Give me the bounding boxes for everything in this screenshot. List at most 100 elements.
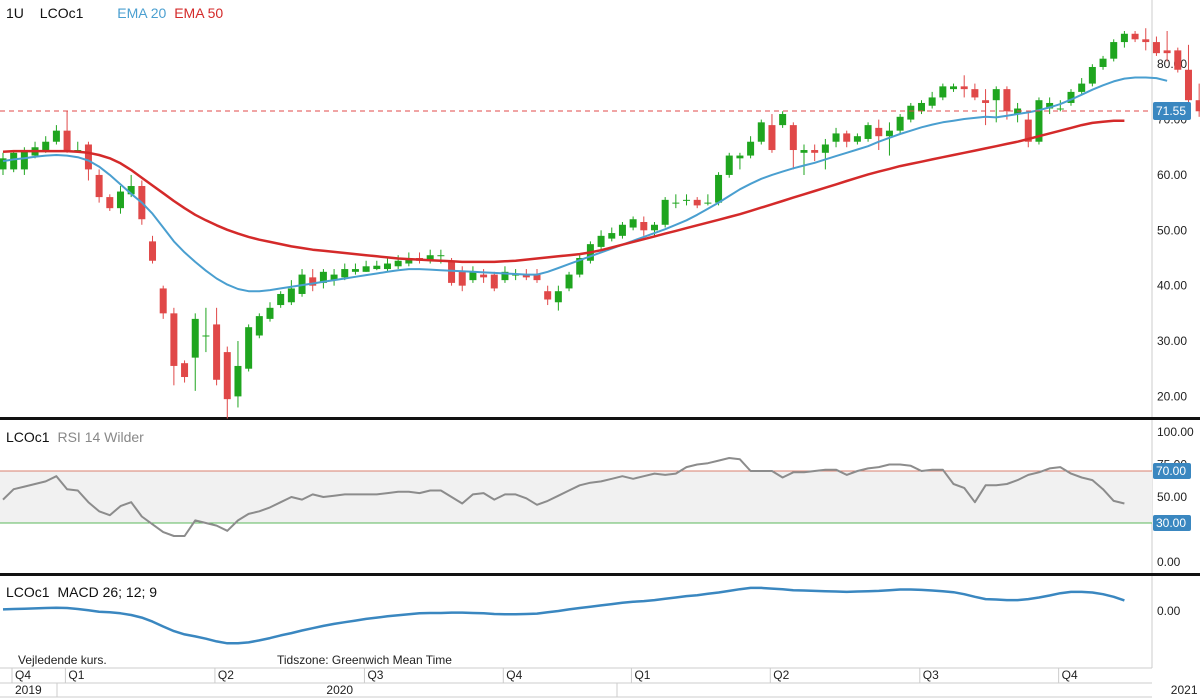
quarter-label: Q4	[506, 668, 522, 682]
candle-body	[42, 141, 50, 151]
rsi-upper-tag-label: 70.00	[1156, 464, 1186, 478]
last-price-label: 71.55	[1156, 104, 1186, 118]
candle	[223, 346, 231, 419]
candle	[821, 138, 829, 170]
candle-body	[458, 271, 466, 286]
candle	[757, 119, 765, 145]
candle	[1088, 64, 1096, 87]
candle	[597, 230, 605, 250]
rsi-y-tick: 100.00	[1157, 425, 1194, 439]
candle-body	[84, 144, 92, 170]
candle	[683, 194, 691, 206]
candle	[1024, 111, 1032, 148]
rsi-line	[2, 457, 1125, 537]
candle	[928, 91, 936, 109]
symbol-label[interactable]: LCOc1	[39, 5, 84, 21]
candle	[181, 360, 189, 383]
ema50-legend[interactable]: EMA 50	[174, 5, 224, 21]
candle	[1163, 31, 1171, 62]
candle-body	[768, 125, 776, 151]
quarter-label: Q2	[218, 668, 234, 682]
candle-body	[127, 186, 135, 195]
candle	[116, 186, 124, 214]
candle-body	[20, 150, 28, 170]
candle-body	[992, 89, 1000, 101]
candle-body	[405, 257, 413, 264]
candle	[469, 266, 477, 283]
rsi-band	[0, 471, 1152, 523]
candle-body	[672, 202, 680, 204]
interval-label[interactable]: 1U	[6, 5, 24, 21]
candle-body	[725, 155, 733, 175]
candle-body	[202, 335, 210, 337]
candle	[661, 197, 669, 228]
candle-body	[266, 307, 274, 319]
candle	[1056, 100, 1064, 112]
candle-body	[309, 277, 317, 286]
candle-body	[789, 125, 797, 151]
candle-body	[917, 102, 925, 112]
candle	[554, 285, 562, 311]
price-y-tick: 50.00	[1157, 223, 1187, 237]
candle	[1099, 55, 1107, 70]
rsi-y-tick: 50.00	[1157, 490, 1187, 504]
rsi-symbol-label[interactable]: LCOc1	[6, 429, 50, 445]
rsi-indicator-label[interactable]: RSI 14 Wilder	[57, 429, 144, 445]
quarter-label: Q2	[773, 668, 789, 682]
price-y-tick: 80.00	[1157, 57, 1187, 71]
candle-body	[715, 174, 723, 203]
candle	[789, 122, 797, 170]
macd-indicator-label[interactable]: MACD 26; 12; 9	[57, 584, 158, 600]
candle-body	[1046, 102, 1054, 109]
candle-body	[448, 260, 456, 283]
candle-body	[693, 199, 701, 206]
quarter-label: Q4	[15, 668, 31, 682]
candle	[693, 197, 701, 209]
candle	[1003, 86, 1011, 120]
candle	[640, 216, 648, 236]
candle-body	[1024, 119, 1032, 142]
candle	[106, 194, 114, 211]
year-label: 2020	[326, 683, 353, 697]
candle-body	[10, 152, 18, 170]
candle	[266, 302, 274, 322]
candle-body	[736, 155, 744, 159]
candle	[971, 83, 979, 101]
candle-body	[501, 271, 509, 281]
candle	[960, 75, 968, 98]
candle	[170, 307, 178, 386]
macd-symbol-label[interactable]: LCOc1	[6, 584, 50, 600]
candle	[736, 152, 744, 170]
macd-panel-header: LCOc1 MACD 26; 12; 9	[6, 584, 157, 600]
candle-body	[191, 318, 199, 358]
panel-divider-rsi	[0, 417, 1200, 420]
candle	[950, 83, 958, 92]
candle	[159, 285, 167, 319]
candle-body	[223, 352, 231, 400]
macd-y-tick: 0.00	[1157, 604, 1181, 618]
ema20-legend[interactable]: EMA 20	[117, 5, 167, 21]
candle	[1046, 97, 1054, 115]
candle-body	[95, 174, 103, 198]
candle-body	[779, 114, 787, 126]
candle	[373, 260, 381, 271]
candle	[629, 216, 637, 231]
candle-body	[213, 324, 221, 380]
candle	[202, 307, 210, 353]
candle-body	[875, 127, 883, 137]
candle-body	[394, 260, 402, 267]
candle	[779, 111, 787, 128]
quarter-label: Q1	[68, 668, 84, 682]
candle-body	[1088, 66, 1096, 84]
candle-body	[1035, 100, 1043, 142]
candle-body	[811, 150, 819, 153]
candle-body	[149, 241, 157, 261]
candle-body	[106, 197, 114, 209]
candle-body	[1195, 100, 1200, 112]
candle-body	[159, 288, 167, 314]
candle-body	[597, 235, 605, 247]
candle-body	[362, 266, 370, 272]
candle-body	[533, 274, 541, 281]
